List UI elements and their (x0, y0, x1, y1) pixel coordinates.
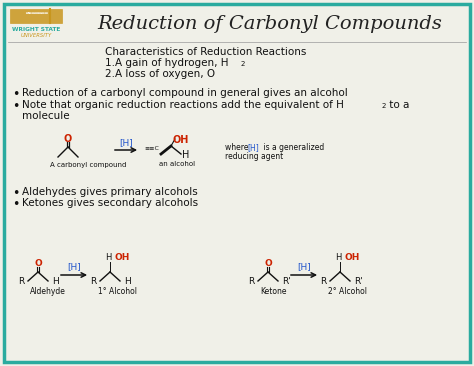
Text: H: H (124, 276, 131, 285)
Text: R': R' (354, 276, 363, 285)
Text: UNIVERSITY: UNIVERSITY (20, 33, 52, 38)
Text: [H]: [H] (119, 138, 133, 147)
Text: reducing agent: reducing agent (225, 152, 283, 161)
Text: 1° Alcohol: 1° Alcohol (98, 287, 137, 296)
Text: 1.A gain of hydrogen, H: 1.A gain of hydrogen, H (105, 58, 228, 68)
Text: 2: 2 (241, 61, 245, 67)
Text: R': R' (282, 276, 291, 285)
Text: A carbonyl compound: A carbonyl compound (50, 162, 127, 168)
Text: H: H (52, 276, 59, 285)
Text: 2° Alcohol: 2° Alcohol (328, 287, 367, 296)
Text: [H]: [H] (247, 143, 259, 152)
Text: •: • (12, 198, 19, 211)
Text: H: H (335, 254, 341, 262)
Text: [H]: [H] (297, 262, 311, 272)
Text: Ketone: Ketone (260, 287, 286, 296)
Text: Ketones gives secondary alcohols: Ketones gives secondary alcohols (22, 198, 198, 208)
Text: 2: 2 (382, 103, 386, 109)
Text: 2.A loss of oxygen, O: 2.A loss of oxygen, O (105, 69, 215, 79)
Text: •: • (12, 100, 19, 113)
Text: ≡≡C: ≡≡C (144, 146, 159, 152)
Text: O: O (34, 259, 42, 269)
Text: Reduction of Carbonyl Compounds: Reduction of Carbonyl Compounds (98, 15, 442, 33)
Text: is a generalized: is a generalized (261, 143, 324, 152)
Text: [H]: [H] (67, 262, 81, 272)
Text: O: O (64, 134, 72, 144)
Text: R: R (248, 276, 254, 285)
Text: •: • (12, 88, 19, 101)
Text: •: • (12, 187, 19, 200)
Text: H: H (182, 150, 190, 160)
Text: OH: OH (173, 135, 190, 145)
Text: to a: to a (386, 100, 409, 110)
Text: Aldehydes gives primary alcohols: Aldehydes gives primary alcohols (22, 187, 198, 197)
Text: Aldehyde: Aldehyde (30, 287, 66, 296)
Text: an alcohol: an alcohol (159, 161, 195, 167)
Text: H: H (105, 254, 111, 262)
Text: R: R (320, 276, 326, 285)
Text: Reduction of a carbonyl compound in general gives an alcohol: Reduction of a carbonyl compound in gene… (22, 88, 348, 98)
Text: OH: OH (345, 253, 360, 261)
Text: where: where (225, 143, 251, 152)
Text: R: R (18, 276, 24, 285)
Text: OH: OH (115, 253, 130, 261)
FancyBboxPatch shape (4, 4, 470, 362)
Text: molecule: molecule (22, 111, 70, 121)
Text: WRIGHT STATE: WRIGHT STATE (12, 27, 60, 32)
Text: Note that organic reduction reactions add the equivalent of H: Note that organic reduction reactions ad… (22, 100, 344, 110)
Text: Characteristics of Reduction Reactions: Characteristics of Reduction Reactions (105, 47, 306, 57)
Text: O: O (264, 259, 272, 269)
Text: ═══════: ═══════ (25, 11, 47, 16)
FancyBboxPatch shape (10, 9, 62, 23)
Text: R: R (90, 276, 96, 285)
